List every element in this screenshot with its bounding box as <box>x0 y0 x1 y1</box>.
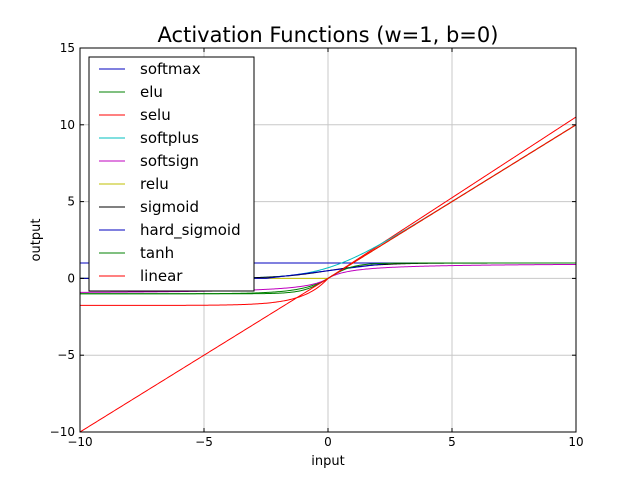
legend: softmax elu selu softplus softsign relu sigmoi… <box>88 56 255 292</box>
legend-label: sigmoid <box>140 198 199 216</box>
y-tick-label: 15 <box>60 41 75 55</box>
legend-label: softmax <box>140 60 201 78</box>
legend-label: selu <box>140 106 171 124</box>
x-tick-label: 10 <box>568 435 583 449</box>
legend-label: hard_sigmoid <box>140 221 241 240</box>
x-tick-label: −5 <box>195 435 213 449</box>
legend-label: softsign <box>140 152 199 170</box>
y-tick-label: 10 <box>60 118 75 132</box>
x-axis-label: input <box>311 454 344 469</box>
legend-label: elu <box>140 83 163 101</box>
x-tick-label: 0 <box>324 435 332 449</box>
series-line-linear <box>80 124 576 432</box>
y-tick-label: −5 <box>57 348 75 362</box>
x-tick-label: −10 <box>67 435 92 449</box>
legend-box <box>88 56 255 292</box>
chart-title: Activation Functions (w=1, b=0) <box>158 23 499 47</box>
y-tick-label: −10 <box>50 425 75 439</box>
legend-label: linear <box>140 267 183 285</box>
legend-label: softplus <box>140 129 199 147</box>
legend-label: relu <box>140 175 169 193</box>
y-axis-label: output <box>29 219 44 262</box>
legend-label: tanh <box>140 244 174 262</box>
axis-ticks: −10 −5 0 5 10 −10 −5 0 5 10 15 <box>50 41 584 449</box>
y-tick-label: 0 <box>67 271 75 285</box>
x-tick-label: 5 <box>448 435 456 449</box>
y-tick-label: 5 <box>67 195 75 209</box>
